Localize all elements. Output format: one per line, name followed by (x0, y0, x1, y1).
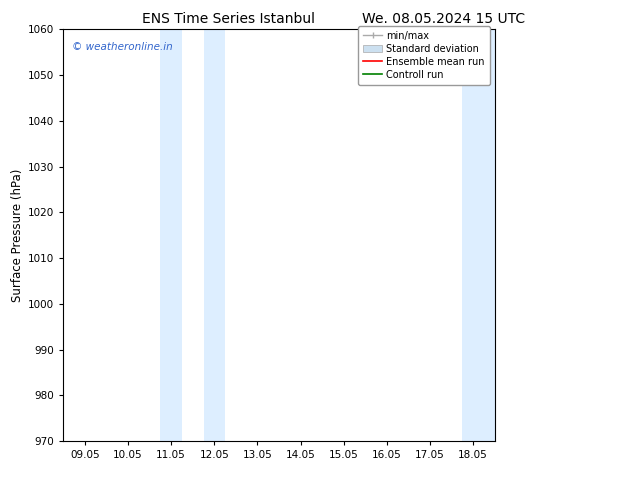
Legend: min/max, Standard deviation, Ensemble mean run, Controll run: min/max, Standard deviation, Ensemble me… (358, 26, 489, 84)
Bar (204, 29, 225, 441)
Text: © weatheronline.in: © weatheronline.in (72, 42, 173, 52)
Bar (462, 29, 495, 441)
Y-axis label: Surface Pressure (hPa): Surface Pressure (hPa) (11, 169, 24, 302)
Bar (160, 29, 182, 441)
Text: ENS Time Series Istanbul: ENS Time Series Istanbul (142, 12, 314, 26)
Text: We. 08.05.2024 15 UTC: We. 08.05.2024 15 UTC (362, 12, 526, 26)
